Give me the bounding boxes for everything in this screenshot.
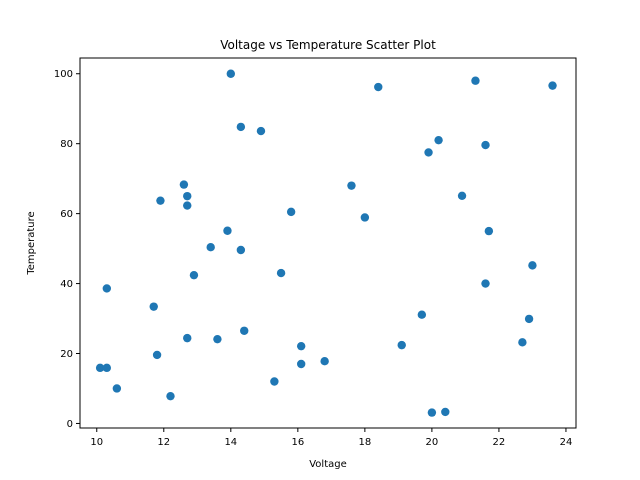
data-point — [183, 191, 192, 201]
y-tick-label: 40 — [60, 279, 73, 290]
data-point — [397, 340, 406, 350]
data-point — [226, 69, 236, 78]
data-point — [102, 363, 112, 373]
data-point — [183, 201, 192, 210]
data-point — [156, 196, 165, 205]
x-tick-label: 22 — [493, 437, 506, 448]
y-axis-ticks: 0 20 40 60 80 100 — [54, 69, 80, 430]
x-tick-label: 14 — [224, 437, 237, 448]
x-tick-label: 12 — [157, 437, 170, 448]
data-point — [270, 377, 279, 386]
x-tick-label: 18 — [358, 437, 371, 448]
y-axis-label: Temperature — [26, 211, 37, 275]
data-point — [95, 363, 105, 373]
data-point — [296, 341, 306, 351]
data-point — [223, 226, 232, 235]
x-tick-label: 24 — [560, 437, 573, 448]
data-point — [276, 268, 286, 278]
data-point — [481, 140, 490, 150]
data-point — [166, 391, 175, 401]
y-tick-label: 100 — [54, 69, 73, 80]
data-point — [528, 261, 537, 270]
data-point — [236, 122, 246, 132]
data-point — [189, 270, 199, 280]
x-tick-label: 10 — [90, 437, 103, 448]
y-tick-label: 0 — [67, 419, 73, 430]
plot-frame — [79, 57, 577, 429]
data-point — [320, 357, 329, 366]
x-tick-label: 16 — [291, 437, 304, 448]
data-point — [213, 334, 222, 344]
data-point — [417, 310, 427, 319]
data-point — [427, 408, 437, 417]
data-point — [481, 279, 490, 288]
data-point — [484, 226, 494, 236]
data-point — [296, 359, 306, 369]
data-point — [434, 135, 443, 145]
data-point — [457, 191, 467, 200]
x-tick-label: 20 — [426, 437, 439, 448]
data-point — [236, 245, 246, 255]
data-point — [524, 314, 534, 324]
data-point — [256, 126, 266, 136]
data-point — [183, 333, 192, 343]
data-point — [152, 350, 162, 360]
x-axis-label: Voltage — [309, 459, 347, 470]
data-point — [548, 81, 557, 90]
data-point — [424, 148, 433, 157]
data-point — [112, 384, 122, 393]
data-point — [471, 76, 480, 85]
x-axis-ticks: 10 12 14 16 18 20 22 24 — [90, 428, 572, 448]
data-point — [518, 338, 527, 347]
data-point — [102, 284, 112, 293]
data-point — [149, 302, 158, 311]
data-point — [179, 180, 189, 189]
data-point — [360, 213, 370, 222]
y-tick-label: 20 — [60, 349, 73, 360]
data-points — [95, 69, 557, 417]
y-tick-label: 60 — [60, 209, 73, 220]
y-tick-label: 80 — [60, 139, 73, 150]
data-point — [240, 326, 249, 335]
data-point — [206, 243, 215, 252]
chart-title: Voltage vs Temperature Scatter Plot — [220, 38, 436, 52]
data-point — [347, 181, 356, 190]
data-point — [374, 82, 383, 92]
data-point — [441, 407, 450, 417]
data-point — [286, 207, 296, 217]
